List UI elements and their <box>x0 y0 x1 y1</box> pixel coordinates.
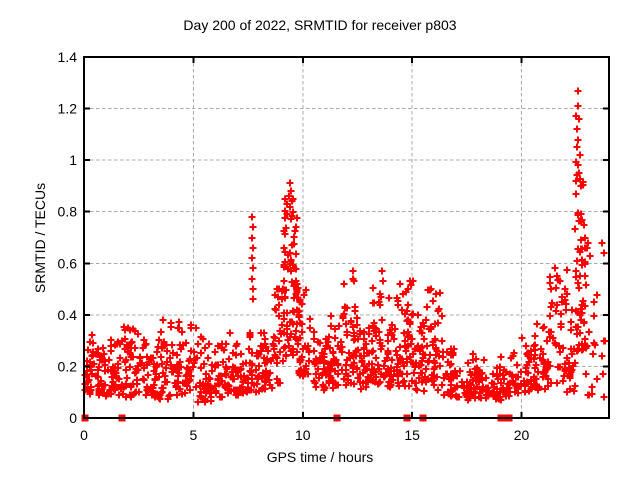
y-tick-label: 0 <box>69 410 77 426</box>
y-tick-label: 0.6 <box>58 255 78 271</box>
chart-title: Day 200 of 2022, SRMTID for receiver p80… <box>183 17 456 33</box>
data-points <box>81 87 609 422</box>
y-axis-label: SRMTID / TECUs <box>32 183 48 293</box>
plot-border <box>83 56 610 419</box>
tick-labels: 0 5 10 15 20 0 0.2 0.4 0.6 0.8 1 1.2 1.4 <box>58 49 530 443</box>
x-tick-label: 20 <box>514 427 530 443</box>
y-tick-label: 1 <box>69 152 77 168</box>
x-tick-label: 10 <box>295 427 311 443</box>
y-tick-label: 1.2 <box>58 101 78 117</box>
x-tick-label: 15 <box>404 427 420 443</box>
axis-ticks <box>83 56 609 419</box>
y-tick-label: 0.8 <box>58 204 78 220</box>
x-tick-label: 0 <box>80 427 88 443</box>
y-tick-label: 0.2 <box>58 358 78 374</box>
y-tick-label: 1.4 <box>58 49 78 65</box>
x-tick-label: 5 <box>189 427 197 443</box>
y-tick-label: 0.4 <box>58 307 78 323</box>
x-axis-label: GPS time / hours <box>267 449 374 465</box>
